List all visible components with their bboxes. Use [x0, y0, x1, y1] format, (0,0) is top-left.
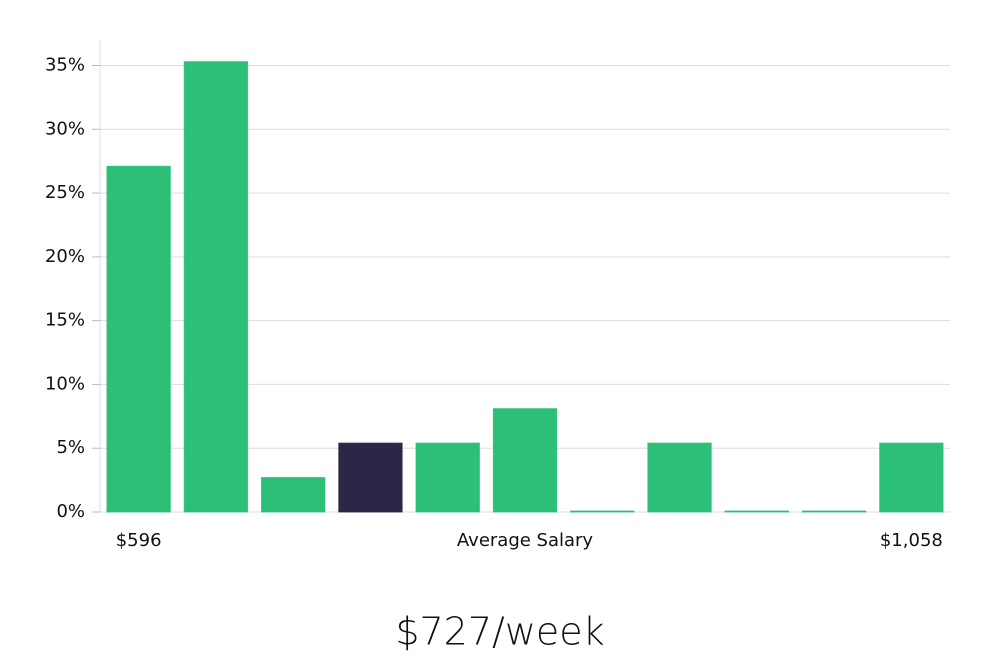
bar	[801, 510, 867, 513]
bar	[338, 442, 403, 513]
bar	[570, 510, 635, 513]
bar	[492, 408, 558, 513]
bar	[261, 477, 326, 513]
y-tick-label: 15%	[45, 310, 85, 331]
bar	[724, 510, 789, 513]
x-tick-label: $1,058	[880, 530, 943, 551]
bar	[183, 61, 249, 513]
y-tick-label: 20%	[45, 246, 85, 267]
y-tick-label: 30%	[45, 118, 85, 139]
x-tick-label: $596	[116, 530, 162, 551]
y-tick-label: 10%	[45, 373, 85, 394]
y-tick-label: 35%	[45, 55, 85, 76]
bar	[415, 442, 480, 513]
bar	[879, 442, 944, 513]
y-tick-label: 5%	[56, 437, 85, 458]
y-tick-label: 0%	[56, 501, 85, 522]
x-axis-label: Average Salary	[457, 530, 594, 551]
bar	[647, 442, 712, 513]
annotation: $727/week	[395, 610, 604, 654]
y-tick-label: 25%	[45, 182, 85, 203]
bar	[106, 165, 171, 513]
